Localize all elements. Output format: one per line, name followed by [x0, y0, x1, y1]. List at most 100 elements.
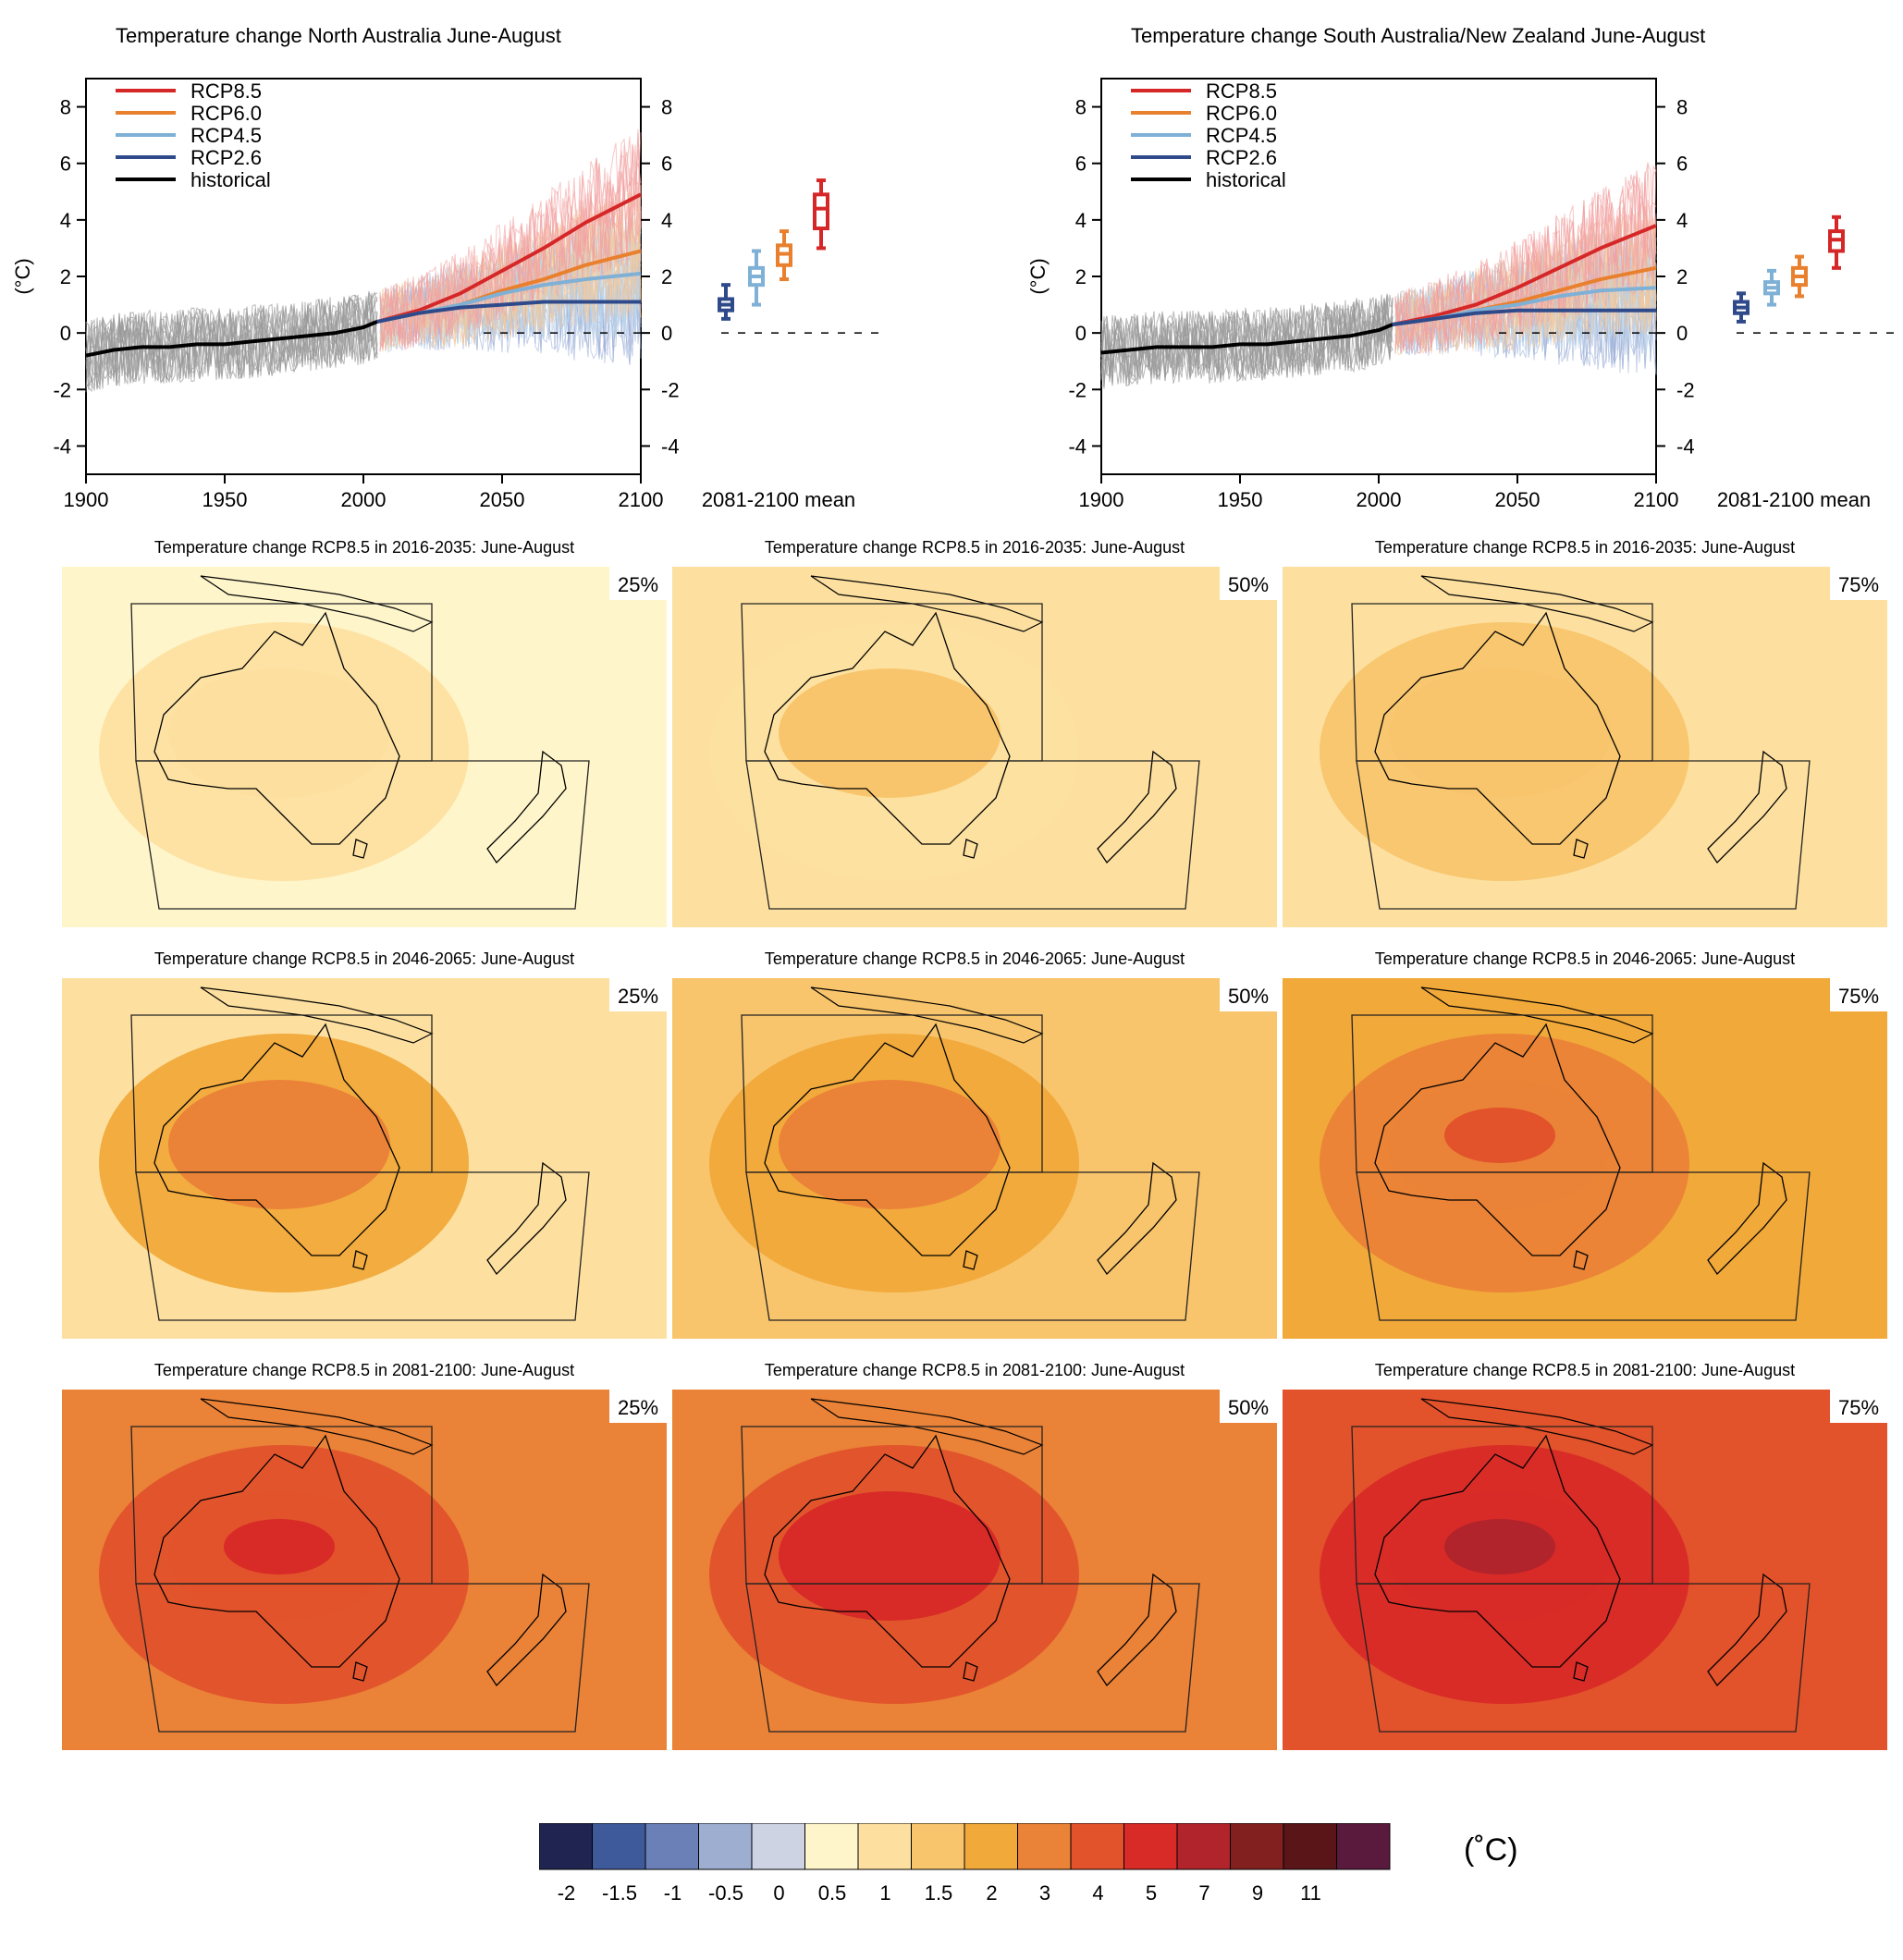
map-hot-anomaly: [834, 1108, 945, 1163]
ts0-ytick-right-label: 6: [661, 153, 672, 176]
colorbar-swatch-14: [1283, 1822, 1337, 1870]
map-body: 50%: [672, 1390, 1277, 1750]
percentile-badge-bg: [1830, 567, 1887, 600]
colorbar-swatch-0: [538, 1822, 593, 1870]
colorbar-swatch-3: [698, 1822, 753, 1870]
ts1-ytick-right-label: 8: [1676, 96, 1688, 119]
new-zealand-coastline: [1707, 1161, 1787, 1276]
ts0-box-rcp85: [813, 178, 829, 251]
map-hot-anomaly: [834, 1519, 945, 1574]
percentile-label: 25%: [618, 985, 658, 1008]
new-zealand-coastline: [486, 750, 567, 864]
ts0-box-iqr: [813, 192, 829, 231]
ts0-ensemble-members: [85, 129, 642, 393]
ts0-ytick-left-label: 4: [60, 209, 71, 232]
ts0-member-RCP85-7: [379, 149, 642, 346]
new-guinea-coastline: [1420, 986, 1654, 1044]
colorbar-swatch-1: [592, 1822, 646, 1870]
ts0-ytick-left-label: 6: [60, 153, 71, 176]
map-hot-anomaly: [224, 1519, 335, 1574]
colorbar-tick-label-14: 11: [1300, 1881, 1321, 1905]
ts0-ytick-right-label: 8: [661, 96, 672, 119]
colorbar-tick-label-6: 1: [879, 1881, 890, 1905]
ts0-ytick-left-label: -2: [53, 378, 71, 401]
australia-coastline: [764, 1434, 1011, 1668]
map-hot-anomaly: [834, 696, 945, 752]
new-zealand-coastline: [1707, 750, 1787, 864]
map-title: Temperature change RCP8.5 in 2046-2065: …: [765, 949, 1185, 968]
new-zealand-coastline: [1707, 1573, 1787, 1687]
percentile-badge-bg: [1220, 978, 1277, 1011]
map-title: Temperature change RCP8.5 in 2016-2035: …: [154, 538, 574, 557]
ts0-series-historical: [85, 320, 378, 358]
ts1-xtick-label: 2000: [1357, 488, 1402, 511]
colorbar-swatch-13: [1230, 1822, 1284, 1870]
ts1-ytick-right-label: 4: [1676, 209, 1688, 232]
ts1-legend-label-1: RCP6.0: [1206, 102, 1277, 125]
colorbar-swatch-5: [804, 1822, 859, 1870]
ts0-box-rcp45: [748, 249, 765, 307]
ts0-box-rcp26: [718, 283, 734, 321]
map-hot-anomaly: [224, 696, 335, 752]
ts1-ytick-left-label: 8: [1075, 96, 1087, 119]
percentile-badge-bg: [1220, 567, 1277, 600]
ts0-ytick-left-label: -4: [53, 435, 71, 458]
ts0-series-rcp26: [376, 300, 641, 324]
region-box-south-australia-nz: [1356, 1171, 1811, 1321]
ts0-member-RCP85-6: [379, 132, 642, 352]
map-svg: Temperature change RCP8.5 in 2016-2035: …: [62, 538, 667, 927]
percentile-label: 75%: [1838, 985, 1879, 1008]
tasmania-coastline: [1573, 1250, 1589, 1270]
colorbar-swatch-7: [911, 1822, 965, 1870]
ts1-ytick-left-label: 2: [1075, 265, 1087, 288]
new-guinea-coastline: [200, 1398, 434, 1455]
timeseries-south-australia-nz-svg: Temperature change South Australia/New Z…: [1026, 24, 1903, 511]
ts0-xtick-label: 1950: [203, 488, 248, 511]
ts1-ytick-right-label: 6: [1676, 153, 1688, 176]
australia-coastline: [153, 1023, 400, 1256]
ts0-legend-label-2: RCP4.5: [190, 124, 262, 147]
percentile-badge-bg: [609, 1390, 667, 1423]
australia-coastline: [153, 1434, 400, 1668]
map-body: 50%: [672, 567, 1277, 927]
map-svg: Temperature change RCP8.5 in 2046-2065: …: [62, 949, 667, 1339]
ts0-box-rcp60: [776, 229, 792, 282]
colorbar-swatch-4: [751, 1822, 805, 1870]
colorbar-tick-label-8: 2: [986, 1881, 997, 1905]
ts0-xtick-label: 2050: [480, 488, 525, 511]
map-body: 50%: [672, 978, 1277, 1339]
region-box-south-australia-nz: [745, 760, 1200, 910]
map-title: Temperature change RCP8.5 in 2016-2035: …: [765, 538, 1185, 557]
ts1-xtick-label: 2050: [1495, 488, 1541, 511]
ts1-boxes-label: 2081-2100 mean: [1717, 488, 1871, 511]
australia-coastline: [1374, 611, 1621, 845]
colorbar-tick-label-9: 3: [1039, 1881, 1050, 1905]
ts0-member-RCP60-6: [379, 209, 642, 351]
colorbar-swatch-12: [1176, 1822, 1231, 1870]
australia-coastline: [153, 611, 400, 845]
ts1-box-rcp60: [1791, 254, 1808, 299]
percentile-label: 50%: [1228, 985, 1269, 1008]
ts0-ytick-left-label: 0: [60, 322, 71, 345]
new-zealand-coastline: [486, 1573, 567, 1687]
ts0-xtick-label: 1900: [64, 488, 109, 511]
ts1-ytick-right-label: -2: [1676, 378, 1695, 401]
colorbar-tick-label-13: 9: [1252, 1881, 1263, 1905]
colorbar-swatch-6: [857, 1822, 912, 1870]
map-body: 25%: [62, 1390, 667, 1750]
colorbar-tick-label-5: 0.5: [818, 1881, 847, 1905]
percentile-badge-bg: [1220, 1390, 1277, 1423]
new-guinea-coastline: [1420, 575, 1654, 632]
map-panel-r1-c3: Temperature change RCP8.5 in 2016-2035: …: [1283, 534, 1887, 946]
ts0-boxes-label: 2081-2100 mean: [702, 488, 855, 511]
ts1-xtick-label: 1900: [1079, 488, 1124, 511]
ts1-ytick-left-label: -4: [1068, 435, 1087, 458]
ts1-title: Temperature change South Australia/New Z…: [1131, 24, 1705, 47]
colorbar-unit-label: (˚C): [1464, 1832, 1518, 1868]
map-panel-r3-c3: Temperature change RCP8.5 in 2081-2100: …: [1283, 1357, 1887, 1769]
ts0-ytick-right-label: -2: [661, 378, 680, 401]
region-box-south-australia-nz: [745, 1583, 1200, 1733]
region-box-south-australia-nz: [745, 1171, 1200, 1321]
tasmania-coastline: [963, 1250, 978, 1270]
colorbar-swatch-10: [1070, 1822, 1124, 1870]
